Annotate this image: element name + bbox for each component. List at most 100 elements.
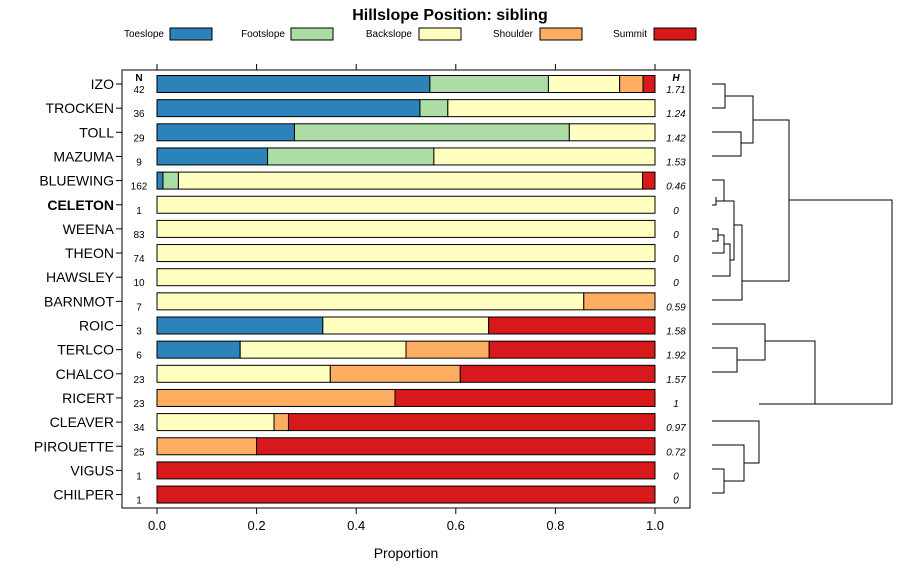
y-tick-label: BLUEWING bbox=[39, 173, 114, 189]
h-label: 1.53 bbox=[666, 157, 686, 168]
dendrogram-branch bbox=[712, 243, 731, 277]
dendrogram-branch bbox=[789, 199, 893, 405]
legend-label: Footslope bbox=[241, 29, 285, 40]
bar-segment bbox=[156, 485, 656, 504]
bar-segment bbox=[433, 147, 656, 166]
n-label: 34 bbox=[133, 423, 145, 434]
x-tick-label: 0.2 bbox=[248, 518, 266, 533]
h-label: 1 bbox=[673, 399, 679, 410]
chart-row: TOLL 29 1.42 bbox=[79, 123, 686, 144]
y-tick-label: ROIC bbox=[79, 318, 114, 334]
n-label: 23 bbox=[133, 375, 145, 386]
y-tick-label: CLEAVER bbox=[50, 414, 114, 430]
y-tick-label: TOLL bbox=[79, 124, 114, 140]
n-label: 162 bbox=[131, 182, 148, 193]
chart-row: MAZUMA 9 1.53 bbox=[53, 147, 686, 168]
bar-segment bbox=[156, 195, 656, 214]
y-tick-label: VIGUS bbox=[70, 462, 114, 478]
dendrogram-branch bbox=[759, 340, 816, 405]
dendrogram bbox=[712, 83, 893, 494]
bar-segment bbox=[394, 388, 656, 407]
chart-row: CHILPER 1 0 bbox=[53, 485, 679, 507]
h-label: 1.24 bbox=[666, 109, 686, 120]
x-tick-label: 1.0 bbox=[646, 518, 664, 533]
dendrogram-branch bbox=[712, 444, 745, 482]
h-label: 0 bbox=[673, 254, 679, 265]
bar-segment bbox=[156, 413, 275, 432]
bar-segment bbox=[273, 413, 289, 432]
bar-segment bbox=[322, 316, 490, 335]
h-label: 1.42 bbox=[666, 133, 686, 144]
dendrogram-branch bbox=[742, 119, 790, 282]
h-label: 1.71 bbox=[666, 85, 685, 96]
legend-swatch bbox=[169, 27, 213, 41]
y-tick-label: TERLCO bbox=[57, 342, 114, 358]
y-tick-label: PIROUETTE bbox=[34, 438, 114, 454]
bar-segment bbox=[429, 75, 549, 93]
dendrogram-branch bbox=[712, 131, 742, 157]
h-label: 0.97 bbox=[666, 423, 686, 434]
n-label: 7 bbox=[136, 302, 142, 313]
x-axis: 0.0 0.2 0.4 0.6 0.8 1.0 bbox=[148, 64, 664, 533]
y-tick-label: MAZUMA bbox=[53, 148, 114, 164]
n-label: 9 bbox=[136, 157, 142, 168]
chart-row: BLUEWING 162 0.46 bbox=[39, 171, 686, 193]
chart-title: Hillslope Position: sibling bbox=[352, 7, 548, 24]
n-label: 83 bbox=[133, 230, 145, 241]
bar-segment bbox=[156, 437, 258, 456]
dendrogram-branch bbox=[712, 468, 725, 494]
chart-row: VIGUS 1 0 bbox=[70, 461, 679, 482]
dendrogram-branch bbox=[712, 420, 760, 464]
chart-row: CELETON 1 0 bbox=[47, 195, 679, 217]
n-label: 23 bbox=[133, 399, 145, 410]
dendrogram-branch bbox=[712, 197, 717, 206]
bar-segment bbox=[488, 316, 656, 335]
bar-segment bbox=[156, 244, 656, 263]
chart-row: CHALCO 23 1.57 bbox=[56, 364, 686, 386]
legend-swatch bbox=[653, 27, 697, 41]
chart-row: THEON 74 0 bbox=[65, 244, 679, 265]
bar-segment bbox=[156, 75, 431, 93]
h-header: H bbox=[672, 73, 680, 84]
dendrogram-branch bbox=[712, 83, 726, 109]
y-tick-label: TROCKEN bbox=[46, 100, 114, 116]
bar-segment bbox=[156, 99, 421, 118]
bar-segment bbox=[156, 123, 295, 142]
h-label: 0 bbox=[673, 230, 679, 241]
legend-label: Backslope bbox=[366, 29, 413, 40]
chart-row: RICERT 23 1 bbox=[62, 388, 679, 410]
legend-swatch bbox=[539, 27, 583, 41]
bar-segment bbox=[642, 75, 656, 93]
n-label: 1 bbox=[136, 496, 142, 507]
dendrogram-branch bbox=[725, 95, 754, 144]
n-label: 10 bbox=[133, 278, 145, 289]
x-tick-label: 0.0 bbox=[148, 518, 166, 533]
chart-row: WEENA 83 0 bbox=[63, 219, 679, 241]
bar-segment bbox=[293, 123, 570, 142]
y-tick-label: IZO bbox=[91, 76, 114, 92]
legend-label: Shoulder bbox=[493, 29, 534, 40]
y-tick-label: WEENA bbox=[63, 221, 115, 237]
y-tick-label: THEON bbox=[65, 245, 114, 261]
bar-segment bbox=[156, 292, 585, 311]
dendrogram-branch bbox=[716, 200, 735, 261]
y-tick-label: CHILPER bbox=[53, 487, 114, 503]
bar-segment bbox=[156, 316, 324, 335]
bar-segment bbox=[405, 340, 490, 359]
y-tick-label: CELETON bbox=[47, 197, 114, 213]
y-tick-label: HAWSLEY bbox=[46, 269, 115, 285]
n-label: 1 bbox=[136, 206, 142, 217]
bar-segment bbox=[642, 171, 656, 190]
bar-segment bbox=[156, 268, 656, 287]
h-label: 0.59 bbox=[666, 302, 686, 313]
dendrogram-branch bbox=[712, 224, 743, 301]
chart-row: PIROUETTE 25 0.72 bbox=[34, 437, 686, 458]
bar-segment bbox=[459, 364, 656, 383]
chart-row: HAWSLEY 10 0 bbox=[46, 268, 679, 289]
bar-segment bbox=[156, 340, 241, 359]
n-label: 29 bbox=[133, 133, 145, 144]
bar-segment bbox=[177, 171, 644, 190]
bar-segment bbox=[156, 461, 656, 480]
